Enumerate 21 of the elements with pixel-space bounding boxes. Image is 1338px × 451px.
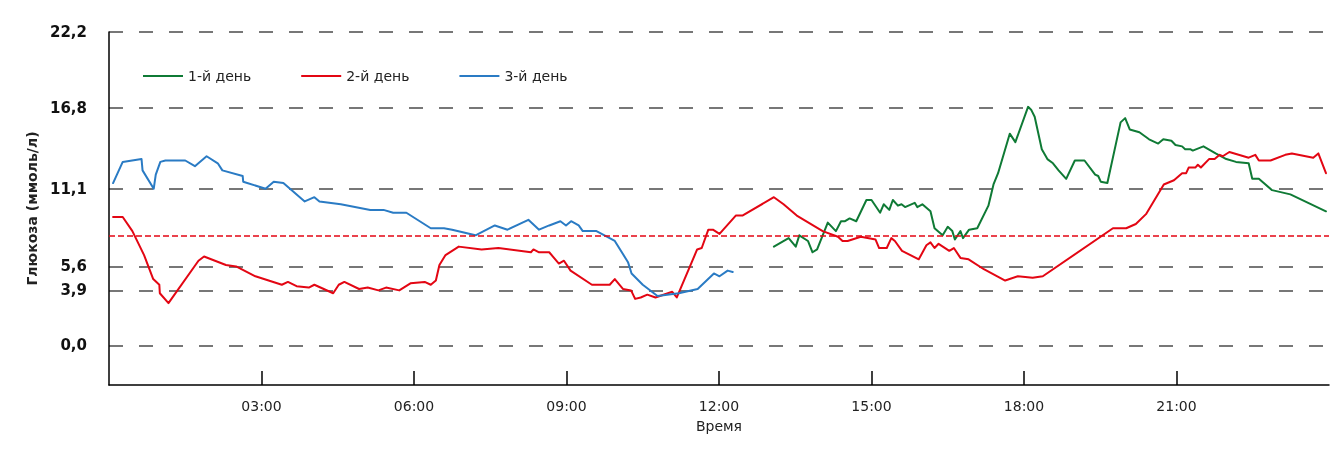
y-axis-title: Глюкоза (ммоль/л) <box>24 131 41 286</box>
x-tick-label: 06:00 <box>393 398 435 414</box>
x-tick-label: 15:00 <box>851 398 892 414</box>
x-tick-label: 18:00 <box>1003 398 1045 414</box>
y-tick-label: 11,1 <box>49 179 87 198</box>
legend-label: 1-й день <box>188 68 252 84</box>
line-series <box>772 105 1327 254</box>
y-tick-label: 0,0 <box>60 336 87 355</box>
y-tick-label: 22,2 <box>49 23 87 41</box>
x-axis-title: Время <box>695 418 743 434</box>
legend-label: 3-й день <box>504 68 568 84</box>
x-tick-label: 12:00 <box>698 398 740 414</box>
legend-label: 2-й день <box>346 68 410 84</box>
y-tick-label: 3,9 <box>60 281 87 300</box>
line-series <box>112 151 1327 305</box>
y-tick-label: 5,6 <box>60 257 87 276</box>
x-tick-label: 21:00 <box>1156 398 1197 414</box>
y-tick-label: 16,8 <box>49 99 87 118</box>
line-series <box>112 155 734 298</box>
x-tick-label: 03:00 <box>241 398 282 414</box>
x-tick-label: 09:00 <box>546 398 587 414</box>
